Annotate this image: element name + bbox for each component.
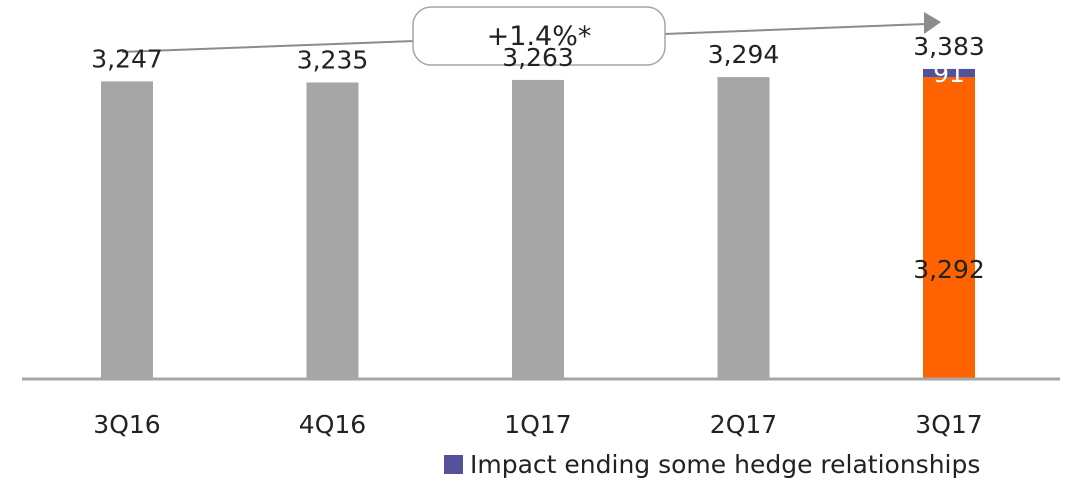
segment-value-label: 91 — [933, 59, 965, 88]
bar-2q17 — [717, 77, 770, 378]
bars — [101, 68, 975, 379]
x-tick-label: 4Q16 — [299, 410, 366, 439]
bar-3q17 — [923, 77, 975, 378]
value-label: 3,294 — [708, 40, 780, 69]
growth-arrow-line-left — [121, 40, 415, 53]
arrow-head-icon — [924, 12, 941, 34]
value-label: 3,235 — [297, 45, 369, 74]
legend-swatch — [444, 455, 463, 474]
x-tick-label: 3Q17 — [915, 410, 982, 439]
bar-1q17 — [512, 79, 564, 379]
x-tick-label: 3Q16 — [93, 410, 160, 439]
bar-4q16 — [306, 82, 359, 378]
x-axis-ticks: 3Q16 4Q16 1Q17 2Q17 3Q17 — [93, 410, 982, 439]
growth-annotation-box — [412, 6, 666, 66]
value-label: 3,247 — [91, 44, 163, 73]
growth-annotation: +1.4%* — [487, 21, 592, 52]
x-tick-label: 2Q17 — [710, 410, 777, 439]
value-label: 3,292 — [913, 255, 985, 284]
value-label: 3,263 — [502, 43, 574, 72]
growth-arrow: +1.4%* — [121, 6, 941, 66]
total-label: 3,383 — [913, 32, 985, 61]
growth-arrow-line-right — [663, 23, 927, 35]
bar-segment-hedge-impact — [923, 68, 975, 78]
legend: Impact ending some hedge relationships — [444, 450, 980, 479]
legend-label: Impact ending some hedge relationships — [470, 450, 981, 479]
value-labels: 3,247 3,235 3,263 3,294 3,292 913,383 — [91, 32, 985, 284]
bar-3q16 — [101, 81, 153, 378]
x-tick-label: 1Q17 — [504, 410, 571, 439]
